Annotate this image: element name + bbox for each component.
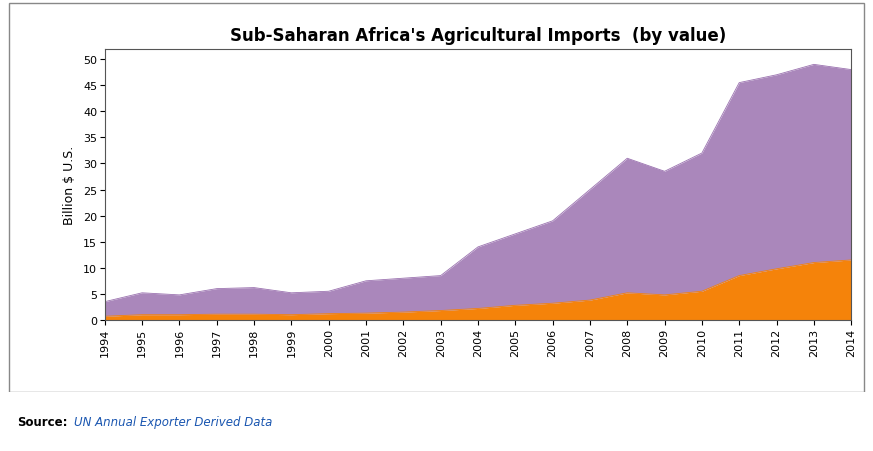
Title: Sub-Saharan Africa's Agricultural Imports  (by value): Sub-Saharan Africa's Agricultural Import…	[230, 28, 726, 45]
Y-axis label: Billion $ U.S.: Billion $ U.S.	[63, 145, 76, 225]
Text: UN Annual Exporter Derived Data: UN Annual Exporter Derived Data	[74, 415, 272, 428]
Text: Source:: Source:	[17, 415, 68, 428]
